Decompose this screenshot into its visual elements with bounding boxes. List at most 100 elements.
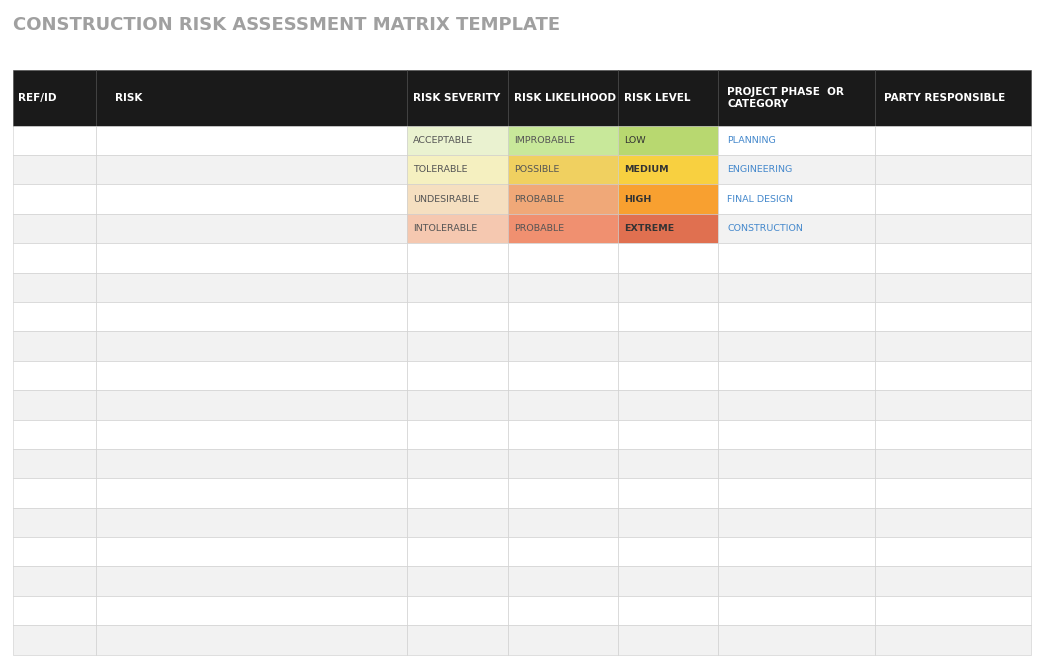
Bar: [618, 273, 717, 302]
Text: HIGH: HIGH: [623, 194, 651, 204]
Bar: [618, 566, 717, 596]
Bar: [875, 361, 1031, 390]
Bar: [96, 273, 407, 302]
Bar: [13, 420, 96, 449]
Text: CONSTRUCTION: CONSTRUCTION: [727, 224, 803, 233]
Bar: [13, 155, 96, 184]
Bar: [875, 302, 1031, 331]
Bar: [717, 184, 875, 214]
Text: ACCEPTABLE: ACCEPTABLE: [413, 136, 473, 145]
Bar: [96, 420, 407, 449]
Bar: [13, 331, 96, 361]
Bar: [507, 478, 618, 508]
Text: RISK LEVEL: RISK LEVEL: [623, 93, 690, 103]
Text: LOW: LOW: [623, 136, 645, 145]
Bar: [618, 625, 717, 655]
Bar: [717, 625, 875, 655]
Bar: [618, 449, 717, 478]
Bar: [618, 302, 717, 331]
Bar: [875, 537, 1031, 566]
Bar: [407, 390, 507, 420]
Bar: [407, 361, 507, 390]
Bar: [717, 126, 875, 155]
Bar: [96, 214, 407, 243]
Bar: [13, 70, 96, 126]
Bar: [407, 70, 507, 126]
Bar: [13, 126, 96, 155]
Bar: [875, 625, 1031, 655]
Text: REF/ID: REF/ID: [18, 93, 56, 103]
Bar: [507, 126, 618, 155]
Bar: [618, 331, 717, 361]
Bar: [13, 478, 96, 508]
Bar: [618, 390, 717, 420]
Bar: [618, 214, 717, 243]
Bar: [96, 331, 407, 361]
Bar: [407, 537, 507, 566]
Bar: [875, 214, 1031, 243]
Bar: [407, 214, 507, 243]
Bar: [13, 596, 96, 625]
Text: EXTREME: EXTREME: [623, 224, 674, 233]
Bar: [407, 478, 507, 508]
Bar: [875, 70, 1031, 126]
Bar: [507, 537, 618, 566]
Text: PROBABLE: PROBABLE: [515, 224, 565, 233]
Bar: [507, 243, 618, 273]
Text: RISK: RISK: [115, 93, 142, 103]
Bar: [507, 390, 618, 420]
Bar: [717, 537, 875, 566]
Text: CONSTRUCTION RISK ASSESSMENT MATRIX TEMPLATE: CONSTRUCTION RISK ASSESSMENT MATRIX TEMP…: [13, 17, 560, 34]
Bar: [96, 478, 407, 508]
Bar: [507, 508, 618, 537]
Bar: [618, 361, 717, 390]
Bar: [96, 361, 407, 390]
Bar: [507, 273, 618, 302]
Bar: [717, 449, 875, 478]
Bar: [507, 625, 618, 655]
Bar: [96, 243, 407, 273]
Bar: [717, 420, 875, 449]
Bar: [13, 566, 96, 596]
Text: INTOLERABLE: INTOLERABLE: [413, 224, 477, 233]
Text: RISK SEVERITY: RISK SEVERITY: [413, 93, 500, 103]
Bar: [717, 70, 875, 126]
Bar: [407, 184, 507, 214]
Bar: [618, 420, 717, 449]
Bar: [13, 214, 96, 243]
Text: PROBABLE: PROBABLE: [515, 194, 565, 204]
Bar: [875, 155, 1031, 184]
Bar: [13, 625, 96, 655]
Bar: [717, 361, 875, 390]
Bar: [96, 596, 407, 625]
Bar: [507, 449, 618, 478]
Bar: [13, 390, 96, 420]
Bar: [96, 70, 407, 126]
Bar: [96, 625, 407, 655]
Bar: [717, 390, 875, 420]
Bar: [507, 331, 618, 361]
Text: PLANNING: PLANNING: [727, 136, 776, 145]
Bar: [13, 361, 96, 390]
Bar: [618, 596, 717, 625]
Bar: [875, 508, 1031, 537]
Bar: [875, 420, 1031, 449]
Bar: [13, 537, 96, 566]
Bar: [717, 566, 875, 596]
Bar: [717, 273, 875, 302]
Bar: [717, 508, 875, 537]
Bar: [96, 508, 407, 537]
Bar: [407, 449, 507, 478]
Bar: [618, 537, 717, 566]
Bar: [875, 449, 1031, 478]
Bar: [618, 184, 717, 214]
Bar: [96, 449, 407, 478]
Bar: [407, 273, 507, 302]
Text: IMPROBABLE: IMPROBABLE: [515, 136, 575, 145]
Bar: [507, 361, 618, 390]
Bar: [407, 596, 507, 625]
Text: PARTY RESPONSIBLE: PARTY RESPONSIBLE: [884, 93, 1005, 103]
Bar: [618, 126, 717, 155]
Bar: [96, 566, 407, 596]
Bar: [717, 331, 875, 361]
